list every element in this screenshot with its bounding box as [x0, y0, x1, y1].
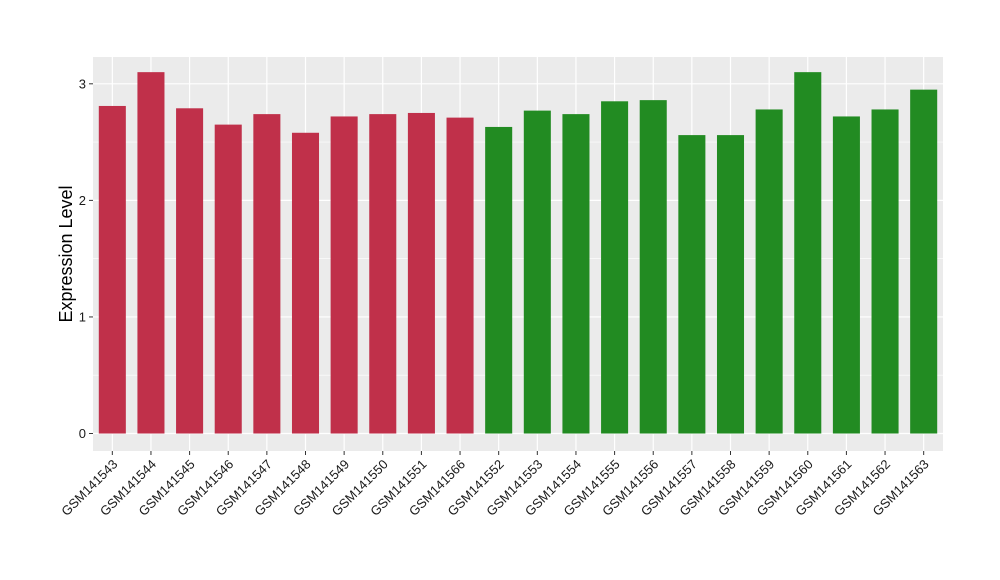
y-axis: 0 1 2 3 — [79, 76, 93, 441]
y-tick-label: 2 — [79, 193, 86, 208]
bar-GSM141555 — [601, 101, 629, 434]
bar-GSM141561 — [832, 116, 860, 434]
bar-GSM141547 — [253, 114, 281, 434]
bar-GSM141546 — [214, 124, 242, 434]
bar-GSM141562 — [871, 109, 899, 434]
y-tick-label: 0 — [79, 426, 86, 441]
bar-GSM141548 — [291, 132, 320, 434]
bar-GSM141554 — [562, 114, 590, 434]
bar-GSM141556 — [639, 100, 667, 434]
y-tick-label: 1 — [79, 309, 86, 324]
bar-GSM141550 — [369, 114, 397, 434]
bar-GSM141553 — [523, 110, 551, 434]
bar-GSM141544 — [137, 72, 165, 434]
bar-GSM141551 — [407, 112, 435, 434]
x-axis: GSM141543GSM141544GSM141545GSM141546GSM1… — [58, 451, 932, 519]
bar-GSM141560 — [794, 72, 822, 434]
bar-GSM141545 — [176, 108, 204, 434]
bar-GSM141558 — [716, 135, 745, 434]
bar-GSM141563 — [910, 89, 938, 434]
bar-GSM141549 — [330, 116, 358, 434]
bar-GSM141559 — [755, 109, 783, 434]
y-tick-label: 3 — [79, 76, 86, 91]
y-axis-title: Expression Level — [56, 185, 76, 322]
bars — [98, 72, 938, 434]
bar-GSM141566 — [446, 117, 474, 434]
bar-GSM141543 — [98, 105, 126, 434]
bar-GSM141552 — [485, 126, 513, 434]
bar-GSM141557 — [678, 135, 706, 434]
